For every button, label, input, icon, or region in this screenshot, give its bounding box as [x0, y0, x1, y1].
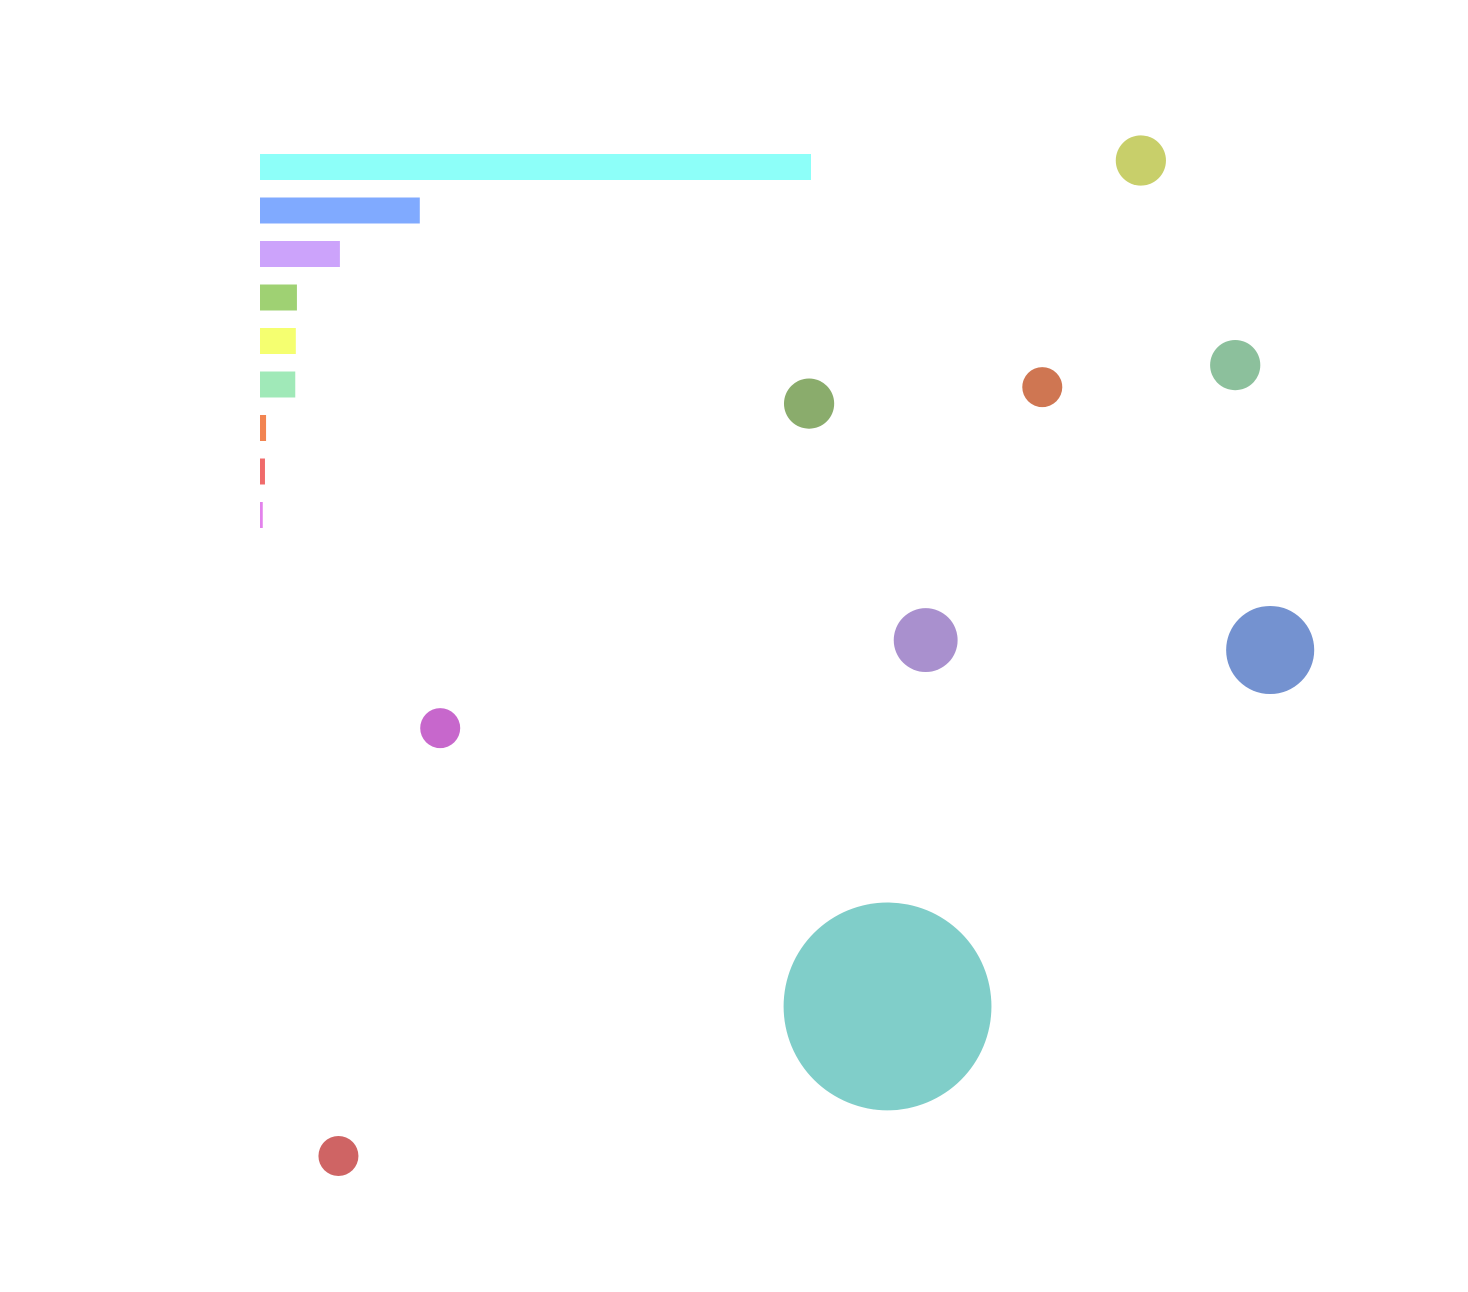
- bubble: [318, 1136, 359, 1176]
- bubble: [1210, 340, 1261, 391]
- bubble: [420, 708, 461, 749]
- bar: [260, 371, 296, 398]
- bar: [260, 154, 811, 180]
- bubble: [1022, 367, 1063, 408]
- bubble: [783, 378, 835, 429]
- bubble: [1115, 135, 1166, 186]
- bar: [260, 415, 267, 441]
- bar: [260, 328, 296, 354]
- bar: [260, 197, 420, 224]
- bar: [260, 241, 340, 267]
- bar: [260, 502, 263, 528]
- bubble: [1226, 605, 1315, 695]
- bar: [260, 284, 297, 311]
- bubble: [893, 608, 958, 673]
- bubble: [783, 902, 992, 1111]
- bar: [260, 458, 265, 485]
